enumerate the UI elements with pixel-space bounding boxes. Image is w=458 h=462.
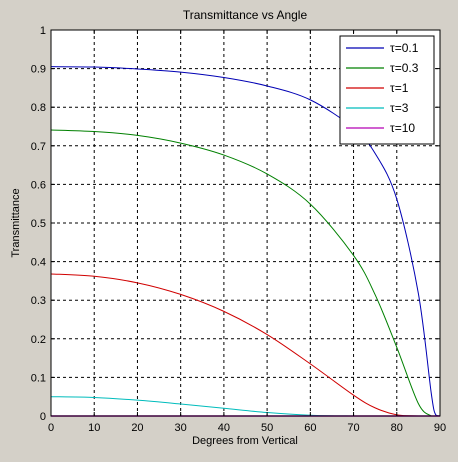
grid-lines [51,30,440,416]
x-tick-label: 90 [434,422,446,434]
x-tick-label: 20 [131,422,143,434]
legend-entry: τ=0.1 [390,41,419,55]
x-tick-label: 0 [48,422,54,434]
x-tick-label: 80 [391,422,403,434]
legend-entry: τ=10 [390,121,415,135]
y-tick-label: 0.6 [31,179,46,191]
x-tick-label: 50 [261,422,273,434]
y-tick-label: 0 [40,411,46,423]
legend-box [339,35,435,145]
y-tick-label: 1 [40,25,46,37]
chart-title: Transmittance vs Angle [183,8,308,22]
x-tick-label: 30 [175,422,187,434]
y-tick-label: 0.5 [31,218,46,230]
legend: τ=0.1 τ=0.3 τ=1 τ=3 τ=10 [339,35,435,145]
legend-entry: τ=1 [390,81,409,95]
y-tick-label: 0.1 [31,372,46,384]
x-tick-label: 40 [218,422,230,434]
legend-entry: τ=0.3 [390,61,419,75]
x-tick-label: 60 [304,422,316,434]
y-tick-label: 0.3 [31,295,46,307]
y-axis-label: Transmittance [10,188,22,257]
legend-entry: τ=3 [390,101,409,115]
x-tick-label: 70 [347,422,359,434]
x-axis-label: Degrees from Vertical [192,435,298,447]
x-tick-label: 10 [88,422,100,434]
y-tick-label: 0.7 [31,141,46,153]
y-tick-label: 0.8 [31,102,46,114]
axis-ticks: 0 10 20 30 40 50 60 70 80 90 0 0.1 0.2 0.3 0.4 0.5 0.6 0.… [31,25,446,434]
y-tick-label: 0.2 [31,334,46,346]
y-tick-label: 0.9 [31,64,46,76]
y-tick-label: 0.4 [31,257,46,269]
